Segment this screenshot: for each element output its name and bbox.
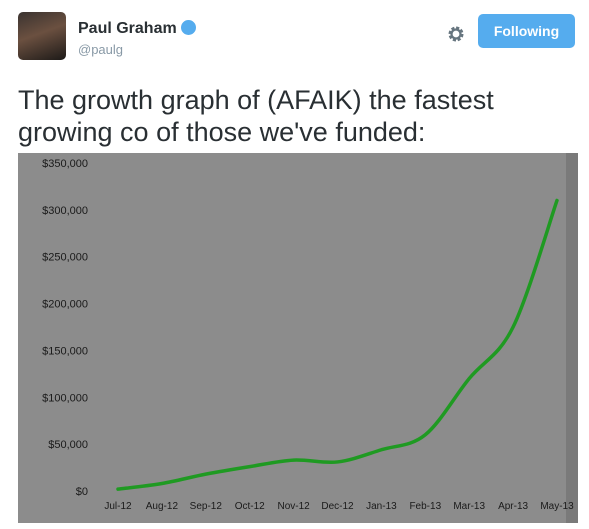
y-tick-label: $300,000 — [42, 205, 88, 217]
x-tick-label: May-13 — [540, 501, 574, 512]
x-tick-label: Mar-13 — [453, 501, 485, 512]
y-tick-label: $50,000 — [48, 439, 88, 451]
settings-icon[interactable] — [446, 24, 466, 44]
verified-badge — [180, 20, 196, 35]
chart-shadow — [566, 153, 578, 523]
y-tick-label: $100,000 — [42, 392, 88, 404]
y-tick-label: $200,000 — [42, 299, 88, 311]
user-name[interactable]: Paul Graham — [78, 20, 196, 38]
x-tick-label: Sep-12 — [190, 501, 223, 512]
y-tick-label: $150,000 — [42, 345, 88, 357]
x-tick-label: Apr-13 — [498, 501, 528, 512]
name-text[interactable]: Paul Graham — [78, 20, 177, 37]
y-tick-label: $250,000 — [42, 252, 88, 264]
follow-button[interactable]: Following — [478, 14, 575, 48]
x-tick-label: Oct-12 — [235, 501, 265, 512]
x-tick-label: Feb-13 — [409, 501, 441, 512]
user-handle[interactable]: @paulg — [78, 42, 124, 57]
x-tick-label: Aug-12 — [146, 501, 179, 512]
tweet-line: The growth graph of (AFAIK) the fastest — [18, 85, 494, 115]
avatar[interactable] — [18, 12, 66, 60]
y-tick-label: $350,000 — [42, 158, 88, 170]
x-tick-label: Jul-12 — [104, 501, 132, 512]
x-tick-label: Jan-13 — [366, 501, 397, 512]
series-line — [116, 198, 559, 491]
y-tick-label: $0 — [76, 486, 88, 498]
tweet-line: growing co of those we've funded: — [18, 117, 426, 147]
tweet-text: The growth graph of (AFAIK) the fastest … — [18, 84, 494, 148]
x-tick-label: Dec-12 — [321, 501, 354, 512]
chart-background — [18, 153, 578, 523]
x-tick-label: Nov-12 — [277, 501, 310, 512]
